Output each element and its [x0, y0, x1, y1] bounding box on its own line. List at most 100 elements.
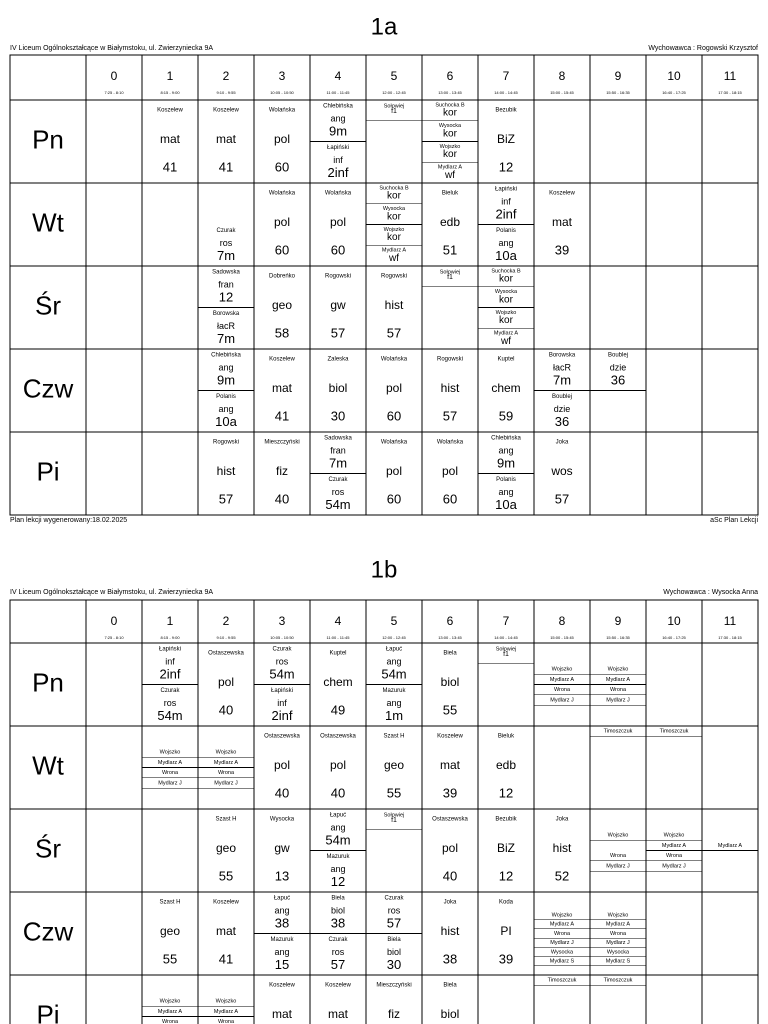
teacher: Koszelew: [437, 734, 463, 740]
period-time: 9:10 - 9:55: [216, 635, 236, 640]
teacher: Szast H: [159, 900, 180, 906]
room: 12: [331, 874, 345, 889]
subject: wf: [388, 253, 399, 264]
subject: ang: [274, 947, 289, 957]
period-number: 10: [667, 614, 681, 628]
day-name: Wt: [32, 750, 65, 780]
room: 41: [275, 408, 289, 423]
teacher: Mydlarz A: [382, 248, 406, 254]
teacher: Szast H: [383, 734, 404, 740]
teacher: Mydlarz A: [606, 677, 630, 683]
room: 7m: [329, 455, 347, 470]
room: 7m: [553, 372, 571, 387]
teacher: Wojszko: [496, 310, 517, 316]
teacher: Wysocka: [495, 289, 518, 295]
room: 1m: [385, 708, 403, 723]
teacher: Czurak: [328, 937, 348, 943]
room: 2inf: [496, 206, 517, 221]
room: 39: [443, 785, 457, 800]
teacher: Mydlarz J: [158, 781, 182, 787]
period-time: 15:50 - 16:35: [606, 90, 630, 95]
subject: pol: [330, 215, 346, 229]
teacher: Mydlarz A: [214, 760, 238, 766]
teacher: Rogowski: [437, 357, 463, 363]
period-number: 10: [667, 69, 681, 83]
room: 9m: [329, 123, 347, 138]
teacher: Joka: [556, 817, 569, 823]
teacher: Wrona: [218, 770, 235, 776]
school-name: IV Liceum Ogólnokształcące w Białymstoku…: [10, 589, 213, 596]
subject: pol: [386, 381, 402, 395]
teacher: Mydlarz A: [214, 1009, 238, 1015]
period-time: 16:40 - 17:25: [662, 90, 686, 95]
subject: ros: [220, 238, 233, 248]
teacher: Mydlarz A: [550, 677, 574, 683]
teacher: Wysocka: [270, 817, 295, 823]
teacher: Biela: [331, 896, 345, 902]
room: 57: [387, 325, 401, 340]
period-time: 14:00 - 14:45: [494, 90, 518, 95]
subject: pol: [274, 758, 290, 772]
subject: ang: [386, 656, 401, 666]
room: 41: [219, 951, 233, 966]
day-name: Wt: [32, 207, 65, 237]
room: 60: [331, 242, 345, 257]
room: 54m: [325, 497, 350, 512]
room: 55: [443, 702, 457, 717]
period-number: 11: [724, 69, 737, 83]
teacher: Zaleska: [327, 357, 349, 363]
subject: geo: [272, 298, 292, 312]
teacher: Chlebińska: [211, 353, 241, 359]
subject: hist: [385, 298, 404, 312]
teacher: Chlebińska: [491, 436, 521, 442]
subject: wf: [500, 336, 511, 347]
subject: pol: [330, 758, 346, 772]
teacher: Mydlarz A: [550, 922, 574, 928]
teacher: Koszelew: [213, 108, 239, 114]
period-number: 5: [391, 69, 398, 83]
teacher: Ostaszewska: [432, 817, 468, 823]
subject: kor: [443, 149, 458, 160]
subject: BiZ: [497, 132, 515, 146]
teacher: Suchocka B: [435, 102, 465, 108]
room: 30: [387, 957, 401, 972]
period-time: 17:30 - 18:15: [718, 90, 742, 95]
teacher: Wojszko: [160, 998, 181, 1004]
subject: edb: [496, 758, 516, 772]
teacher: Wysocka: [439, 123, 462, 129]
room: 39: [499, 951, 513, 966]
period-time: 10:05 - 10:50: [270, 90, 294, 95]
subject: pol: [442, 464, 458, 478]
teacher: Czurak: [160, 688, 180, 694]
teacher: Sołowiej: [496, 646, 516, 652]
teacher: Sołowiej: [384, 812, 404, 818]
subject: ros: [276, 656, 289, 666]
teacher: Wojszko: [216, 998, 237, 1004]
teacher: Timoszczuk: [604, 978, 633, 984]
teacher: Mydlarz S: [550, 959, 575, 965]
subject: ros: [332, 487, 345, 497]
period-number: 0: [111, 614, 118, 628]
room: 60: [387, 491, 401, 506]
teacher: Dobreńko: [269, 274, 296, 280]
period-time: 15:50 - 16:35: [606, 635, 630, 640]
room: 41: [219, 159, 233, 174]
subject: inf: [333, 155, 343, 165]
period-time: 9:10 - 9:55: [216, 90, 236, 95]
room: 55: [387, 785, 401, 800]
room: 9m: [497, 455, 515, 470]
room: 49: [331, 702, 345, 717]
room: 59: [499, 408, 513, 423]
period-time: 7:25 - 8:10: [104, 90, 124, 95]
room: 12: [499, 868, 513, 883]
subject: fiz: [276, 464, 288, 478]
teacher: Wolańska: [325, 191, 352, 197]
teacher: Wrona: [666, 853, 683, 859]
period-time: 16:40 - 17:25: [662, 635, 686, 640]
subject: pol: [442, 841, 458, 855]
room: 12: [499, 785, 513, 800]
teacher: Joka: [444, 900, 457, 906]
teacher: Sadowska: [324, 436, 352, 442]
day-name: Czw: [23, 916, 74, 946]
room: 57: [387, 915, 401, 930]
